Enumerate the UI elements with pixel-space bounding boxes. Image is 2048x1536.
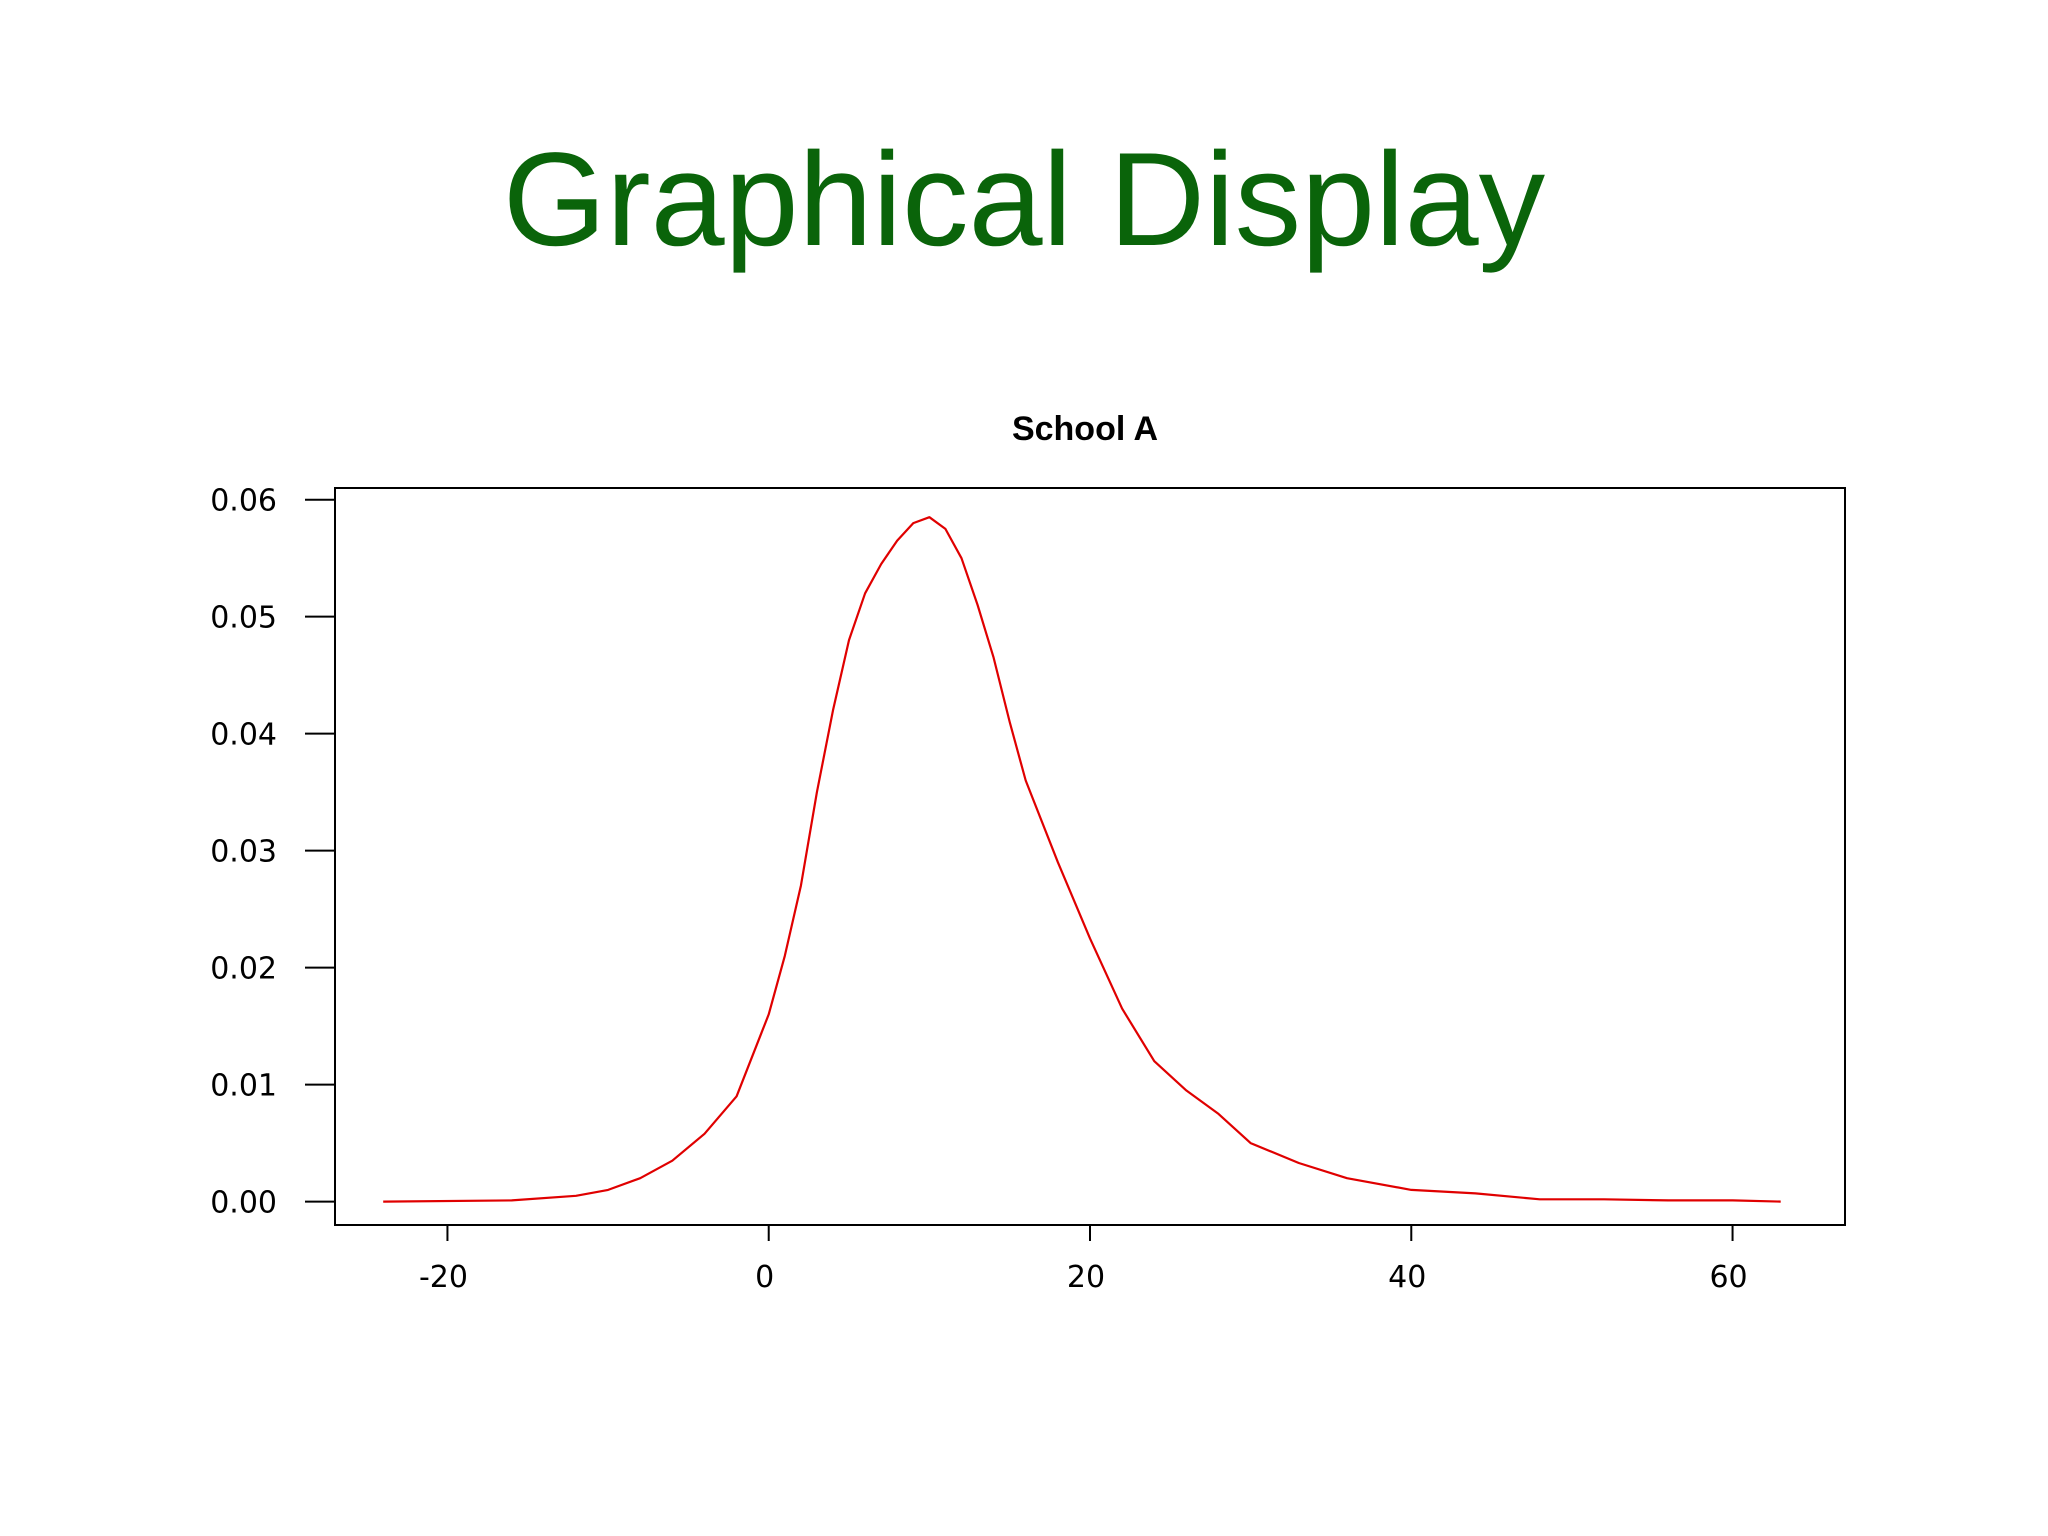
y-tick-label: 0.06 xyxy=(210,484,277,519)
y-axis: 0.00 0.01 0.02 0.03 0.04 0.05 0.06 xyxy=(210,484,335,1221)
y-tick-label: 0.05 xyxy=(210,601,277,636)
plot-frame xyxy=(334,487,1846,1226)
y-tick-label: 0.00 xyxy=(210,1186,277,1221)
x-tick-label: 40 xyxy=(1388,1260,1426,1295)
x-tick-label: 0 xyxy=(755,1260,774,1295)
density-curve xyxy=(383,516,1781,1203)
slide-title: Graphical Display xyxy=(502,126,1546,274)
x-tick-label: 60 xyxy=(1709,1260,1747,1295)
y-tick-label: 0.02 xyxy=(210,952,277,987)
y-tick-label: 0.04 xyxy=(210,718,277,753)
x-tick-label: -20 xyxy=(419,1260,468,1295)
x-axis: -20 0 20 40 60 xyxy=(419,1225,1748,1295)
y-tick-label: 0.01 xyxy=(210,1069,277,1104)
series-layer xyxy=(383,516,1781,1203)
x-tick-label: 20 xyxy=(1067,1260,1105,1295)
chart-title: School A xyxy=(1012,410,1158,448)
y-tick-label: 0.03 xyxy=(210,835,277,870)
